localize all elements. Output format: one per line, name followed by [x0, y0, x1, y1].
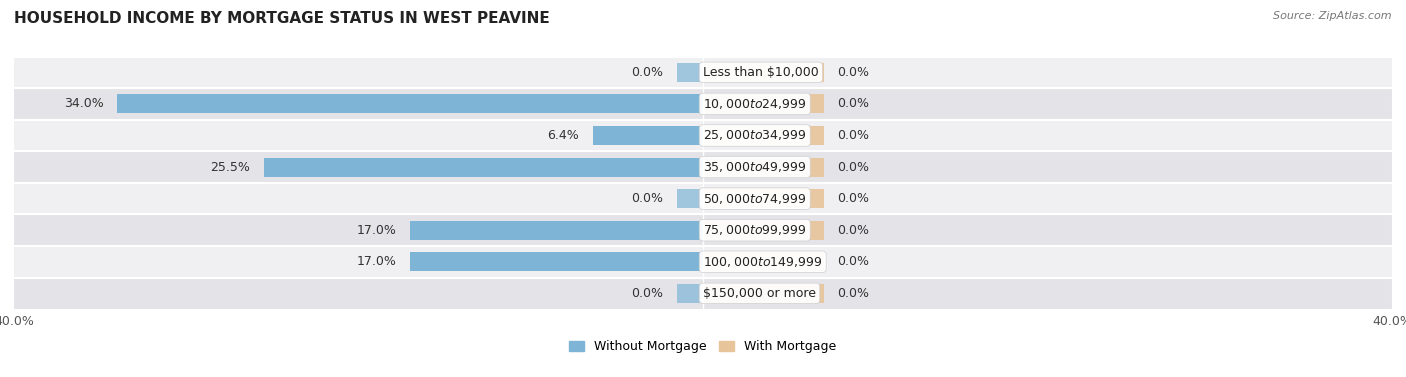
Legend: Without Mortgage, With Mortgage: Without Mortgage, With Mortgage [564, 336, 842, 359]
Bar [703, 63, 824, 82]
Text: $50,000 to $74,999: $50,000 to $74,999 [703, 192, 807, 205]
Text: 0.0%: 0.0% [838, 224, 869, 237]
Text: 17.0%: 17.0% [357, 224, 396, 237]
Text: 34.0%: 34.0% [63, 97, 104, 110]
Bar [593, 126, 703, 145]
FancyBboxPatch shape [14, 215, 1392, 246]
Bar [703, 94, 824, 113]
Bar [117, 94, 703, 113]
Bar [703, 252, 824, 271]
Text: $35,000 to $49,999: $35,000 to $49,999 [703, 160, 807, 174]
Text: 0.0%: 0.0% [838, 192, 869, 205]
Bar [411, 252, 703, 271]
Bar [678, 189, 703, 208]
Text: 0.0%: 0.0% [631, 287, 664, 300]
Text: 0.0%: 0.0% [838, 66, 869, 79]
Text: 0.0%: 0.0% [838, 97, 869, 110]
Text: Less than $10,000: Less than $10,000 [703, 66, 818, 79]
Bar [678, 284, 703, 303]
FancyBboxPatch shape [14, 151, 1392, 183]
Text: 0.0%: 0.0% [631, 66, 664, 79]
Text: 6.4%: 6.4% [547, 129, 579, 142]
Text: $10,000 to $24,999: $10,000 to $24,999 [703, 97, 807, 111]
Text: 0.0%: 0.0% [838, 287, 869, 300]
FancyBboxPatch shape [14, 183, 1392, 215]
Bar [703, 189, 824, 208]
Text: 0.0%: 0.0% [838, 161, 869, 173]
Text: $75,000 to $99,999: $75,000 to $99,999 [703, 223, 807, 237]
Bar [411, 221, 703, 240]
Text: $100,000 to $149,999: $100,000 to $149,999 [703, 255, 823, 269]
Text: $25,000 to $34,999: $25,000 to $34,999 [703, 129, 807, 143]
Text: HOUSEHOLD INCOME BY MORTGAGE STATUS IN WEST PEAVINE: HOUSEHOLD INCOME BY MORTGAGE STATUS IN W… [14, 11, 550, 26]
Bar [703, 221, 824, 240]
Text: $150,000 or more: $150,000 or more [703, 287, 815, 300]
FancyBboxPatch shape [14, 120, 1392, 151]
FancyBboxPatch shape [14, 57, 1392, 88]
Text: 0.0%: 0.0% [838, 255, 869, 268]
Text: 17.0%: 17.0% [357, 255, 396, 268]
FancyBboxPatch shape [14, 88, 1392, 120]
Text: Source: ZipAtlas.com: Source: ZipAtlas.com [1274, 11, 1392, 21]
Bar [678, 63, 703, 82]
Bar [703, 126, 824, 145]
FancyBboxPatch shape [14, 277, 1392, 309]
FancyBboxPatch shape [14, 246, 1392, 277]
Text: 25.5%: 25.5% [209, 161, 250, 173]
Text: 0.0%: 0.0% [631, 192, 664, 205]
Text: 0.0%: 0.0% [838, 129, 869, 142]
Bar [264, 158, 703, 176]
Bar [703, 284, 824, 303]
Bar [703, 158, 824, 176]
